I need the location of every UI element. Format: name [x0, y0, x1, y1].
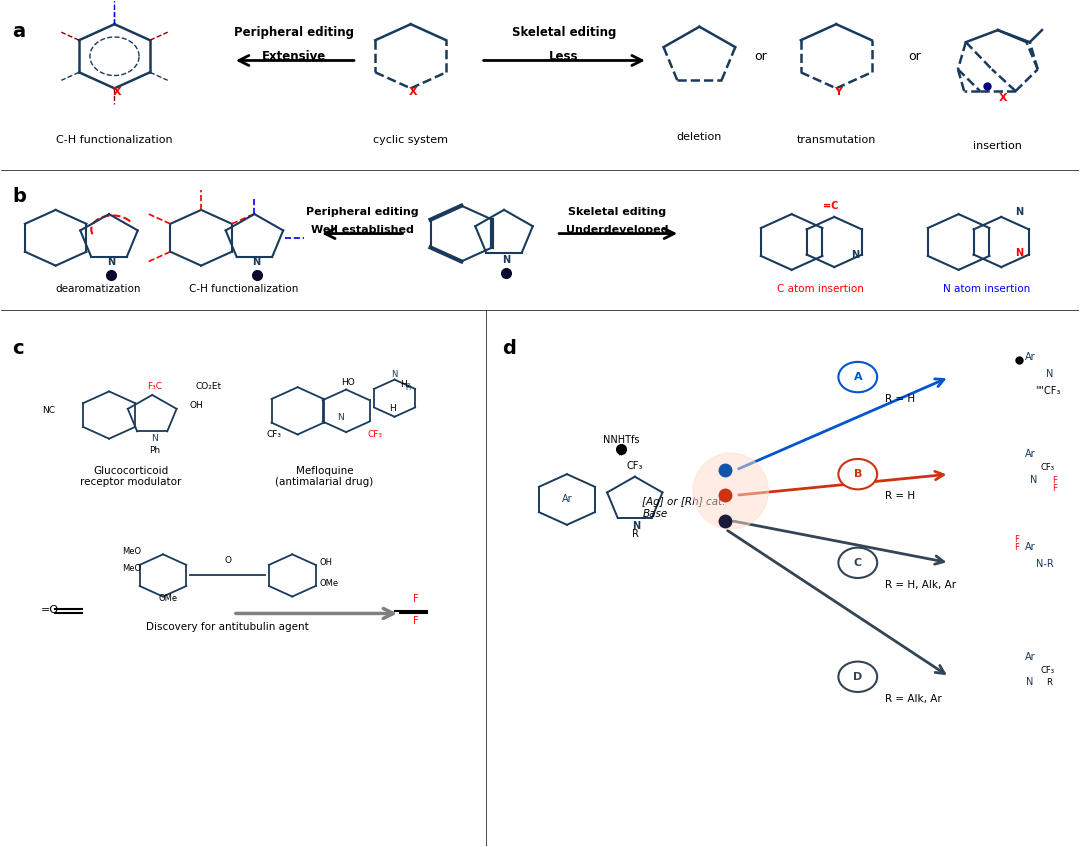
Text: Ph: Ph	[149, 446, 160, 455]
Text: N: N	[253, 257, 260, 268]
Text: N atom insertion: N atom insertion	[944, 285, 1030, 294]
Text: OMe: OMe	[320, 579, 338, 588]
Text: Y: Y	[835, 86, 842, 97]
Text: Skeletal editing: Skeletal editing	[568, 207, 666, 217]
Text: ‖: ‖	[618, 445, 623, 455]
Text: NC: NC	[42, 406, 55, 415]
Text: Ar: Ar	[1025, 542, 1036, 552]
Text: F₃C: F₃C	[147, 382, 162, 391]
Text: N: N	[1015, 207, 1023, 217]
Text: Skeletal editing: Skeletal editing	[512, 26, 616, 39]
Text: CF₃: CF₃	[267, 429, 282, 439]
Text: R = H: R = H	[885, 491, 915, 501]
Text: X: X	[408, 86, 417, 97]
Text: D: D	[853, 672, 863, 682]
Text: dearomatization: dearomatization	[55, 285, 141, 294]
Text: N: N	[851, 251, 860, 260]
Text: [Ag] or [Rh] cat.
Base: [Ag] or [Rh] cat. Base	[643, 497, 726, 518]
Text: N: N	[1029, 474, 1037, 484]
Text: Ar: Ar	[1025, 449, 1036, 459]
Text: N: N	[502, 255, 510, 265]
Text: N: N	[337, 413, 345, 423]
Text: insertion: insertion	[973, 141, 1023, 151]
Text: O: O	[225, 556, 231, 565]
Text: F: F	[414, 595, 419, 605]
Text: N: N	[1026, 678, 1034, 687]
Text: Peripheral editing: Peripheral editing	[234, 26, 354, 39]
Text: CO₂Et: CO₂Et	[195, 382, 221, 391]
Text: Mefloquine
(antimalarial drug): Mefloquine (antimalarial drug)	[275, 466, 374, 487]
Text: =C: =C	[823, 202, 838, 212]
Text: NNHTfs: NNHTfs	[603, 435, 639, 445]
Text: F: F	[1052, 484, 1056, 493]
Text: F: F	[1014, 543, 1020, 552]
Text: =O: =O	[41, 606, 59, 616]
Text: Ar: Ar	[562, 495, 572, 505]
Text: R: R	[1047, 678, 1052, 687]
Ellipse shape	[693, 453, 768, 529]
Text: Glucocorticoid
receptor modulator: Glucocorticoid receptor modulator	[80, 466, 181, 487]
Circle shape	[838, 662, 877, 692]
Text: c: c	[12, 339, 24, 358]
Text: N: N	[151, 434, 158, 443]
Text: N: N	[1047, 369, 1054, 379]
Text: Ar: Ar	[1025, 352, 1036, 363]
Text: MeO: MeO	[122, 547, 141, 556]
Text: R = H, Alk, Ar: R = H, Alk, Ar	[885, 579, 956, 590]
Text: ""CF₃: ""CF₃	[1036, 386, 1061, 396]
Text: CF₃: CF₃	[626, 462, 643, 472]
Text: F: F	[1052, 476, 1056, 484]
Text: CF₃: CF₃	[1041, 666, 1055, 674]
Text: or: or	[908, 50, 921, 63]
Text: Discovery for antitubulin agent: Discovery for antitubulin agent	[146, 622, 309, 632]
Text: X: X	[112, 86, 121, 97]
Text: F: F	[1014, 534, 1020, 544]
Text: Less: Less	[549, 50, 579, 64]
Text: C atom insertion: C atom insertion	[777, 285, 864, 294]
Text: deletion: deletion	[677, 132, 723, 142]
Text: C: C	[853, 558, 862, 567]
Text: R = Alk, Ar: R = Alk, Ar	[885, 694, 942, 704]
Text: R = H: R = H	[885, 394, 915, 404]
Text: Peripheral editing: Peripheral editing	[306, 207, 419, 217]
Text: N: N	[391, 370, 397, 379]
Circle shape	[838, 548, 877, 578]
Text: d: d	[502, 339, 516, 358]
Text: HO: HO	[341, 378, 355, 387]
Text: C-H functionalization: C-H functionalization	[56, 135, 173, 145]
Text: Ar: Ar	[1025, 652, 1036, 662]
Text: H: H	[389, 404, 396, 412]
Text: F: F	[414, 617, 419, 627]
Circle shape	[838, 459, 877, 490]
Text: H: H	[405, 385, 410, 390]
Text: N-R: N-R	[1036, 559, 1053, 569]
Text: X: X	[999, 92, 1008, 102]
Text: N: N	[107, 257, 116, 268]
Text: OH: OH	[190, 401, 204, 410]
Text: Extensive: Extensive	[262, 50, 326, 64]
Text: N: N	[632, 521, 640, 530]
Text: Well established: Well established	[311, 225, 414, 235]
Text: or: or	[755, 50, 767, 63]
Text: N: N	[1015, 247, 1023, 257]
Circle shape	[838, 362, 877, 392]
Text: OH: OH	[320, 558, 333, 567]
Text: cyclic system: cyclic system	[374, 135, 448, 145]
Text: R: R	[633, 529, 639, 540]
Text: B: B	[853, 469, 862, 479]
Text: OMe: OMe	[159, 594, 178, 603]
Text: a: a	[12, 23, 25, 42]
Text: C-H functionalization: C-H functionalization	[189, 285, 298, 294]
Text: CF₃: CF₃	[1041, 463, 1055, 472]
Text: b: b	[12, 187, 26, 206]
Text: MeO: MeO	[122, 564, 141, 573]
Text: transmutation: transmutation	[797, 135, 876, 145]
Text: CF₃: CF₃	[367, 429, 382, 439]
Text: Underdeveloped: Underdeveloped	[566, 225, 669, 235]
Text: A: A	[853, 372, 862, 382]
Text: H₂: H₂	[400, 380, 410, 390]
